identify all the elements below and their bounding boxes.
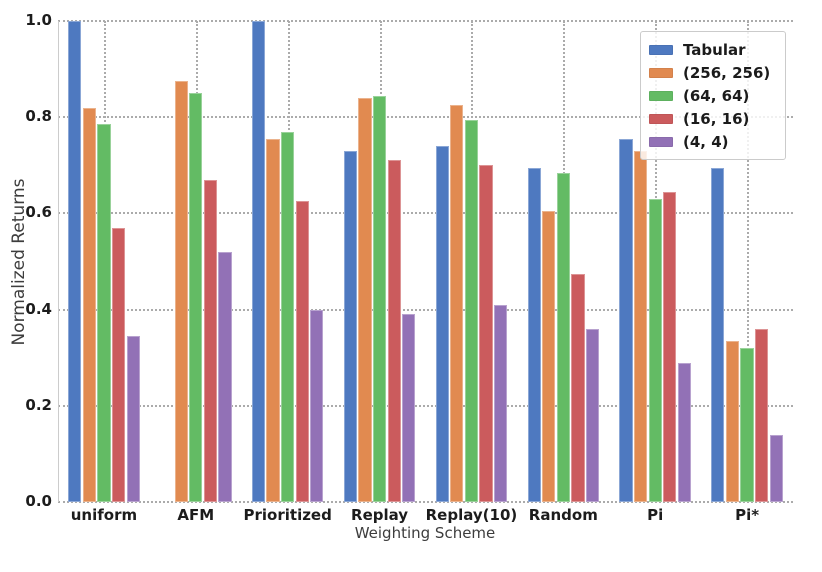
- x-tick-label: Random: [528, 506, 598, 524]
- y-tick-label: 1.0: [25, 11, 52, 29]
- legend-swatch: [649, 44, 673, 55]
- gridline-horizontal: [58, 501, 793, 503]
- bar: [619, 138, 633, 502]
- bar: [740, 348, 754, 502]
- bar: [203, 179, 217, 502]
- bar: [358, 97, 372, 502]
- gridline-horizontal: [58, 116, 793, 119]
- bar: [189, 93, 203, 502]
- bar: [542, 210, 556, 502]
- bar: [218, 251, 232, 502]
- legend-swatch: [649, 136, 673, 147]
- legend-label: (4, 4): [683, 132, 729, 151]
- legend-label: (64, 64): [683, 86, 750, 105]
- bar: [648, 198, 662, 502]
- y-axis-spine: [58, 21, 59, 502]
- x-tick-label: Prioritized: [243, 506, 332, 524]
- legend: Tabular (256, 256) (64, 64) (16, 16) (4, 4): [640, 31, 786, 160]
- y-tick-label: 0.8: [25, 107, 52, 126]
- bar: [281, 131, 295, 502]
- bar: [677, 362, 691, 502]
- bar: [633, 150, 648, 502]
- x-tick-label: uniform: [70, 506, 138, 524]
- bar: [711, 167, 725, 502]
- bar: [295, 201, 309, 502]
- x-tick-label: AFM: [177, 506, 215, 524]
- bar: [111, 227, 126, 502]
- bar: [435, 146, 449, 502]
- bar: [571, 273, 585, 502]
- gridline-horizontal: [58, 404, 793, 407]
- bar: [769, 434, 783, 502]
- bar: [251, 21, 266, 502]
- bar: [266, 138, 280, 502]
- x-tick-label: Pi*: [735, 506, 760, 524]
- bar: [402, 314, 416, 502]
- legend-swatch: [649, 90, 673, 101]
- legend-item: (64, 64): [649, 84, 777, 107]
- y-tick-label: 0.4: [25, 299, 52, 318]
- bar: [126, 336, 140, 502]
- bar: [479, 165, 493, 502]
- y-tick-label: 0.6: [25, 203, 52, 222]
- bar: [82, 107, 96, 502]
- bar: [663, 191, 677, 502]
- legend-item: Tabular: [649, 38, 777, 61]
- bar: [464, 119, 479, 502]
- gridline-horizontal: [58, 308, 793, 311]
- bar: [585, 328, 600, 502]
- bar: [343, 150, 357, 502]
- y-tick-label: 0.0: [25, 492, 52, 510]
- y-tick-label: 0.2: [25, 395, 52, 414]
- bar: [494, 304, 508, 502]
- bar: [527, 167, 541, 502]
- legend-label: (256, 256): [683, 63, 771, 82]
- legend-item: (256, 256): [649, 61, 777, 84]
- legend-item: (4, 4): [649, 130, 777, 153]
- bar: [174, 81, 188, 502]
- bar: [387, 160, 401, 502]
- bar: [755, 328, 769, 502]
- x-axis-label: Weighting Scheme: [354, 524, 496, 542]
- bar: [310, 309, 324, 502]
- bar: [97, 124, 111, 502]
- bar: [556, 172, 570, 502]
- bar: [450, 105, 464, 502]
- bar: [372, 95, 387, 502]
- bar: [725, 340, 740, 502]
- x-tick-label: Replay(10): [425, 506, 518, 524]
- gridline-horizontal: [58, 20, 793, 22]
- legend-swatch: [649, 67, 673, 78]
- legend-label: (16, 16): [683, 109, 750, 128]
- bar: [68, 21, 82, 502]
- x-tick-label: Pi: [647, 506, 664, 524]
- y-axis-label: Normalized Returns: [9, 178, 29, 346]
- gridline-vertical: [747, 21, 750, 502]
- legend-item: (16, 16): [649, 107, 777, 130]
- x-tick-label: Replay: [351, 506, 409, 524]
- legend-label: Tabular: [683, 40, 746, 59]
- legend-swatch: [649, 113, 673, 124]
- gridline-horizontal: [58, 212, 793, 215]
